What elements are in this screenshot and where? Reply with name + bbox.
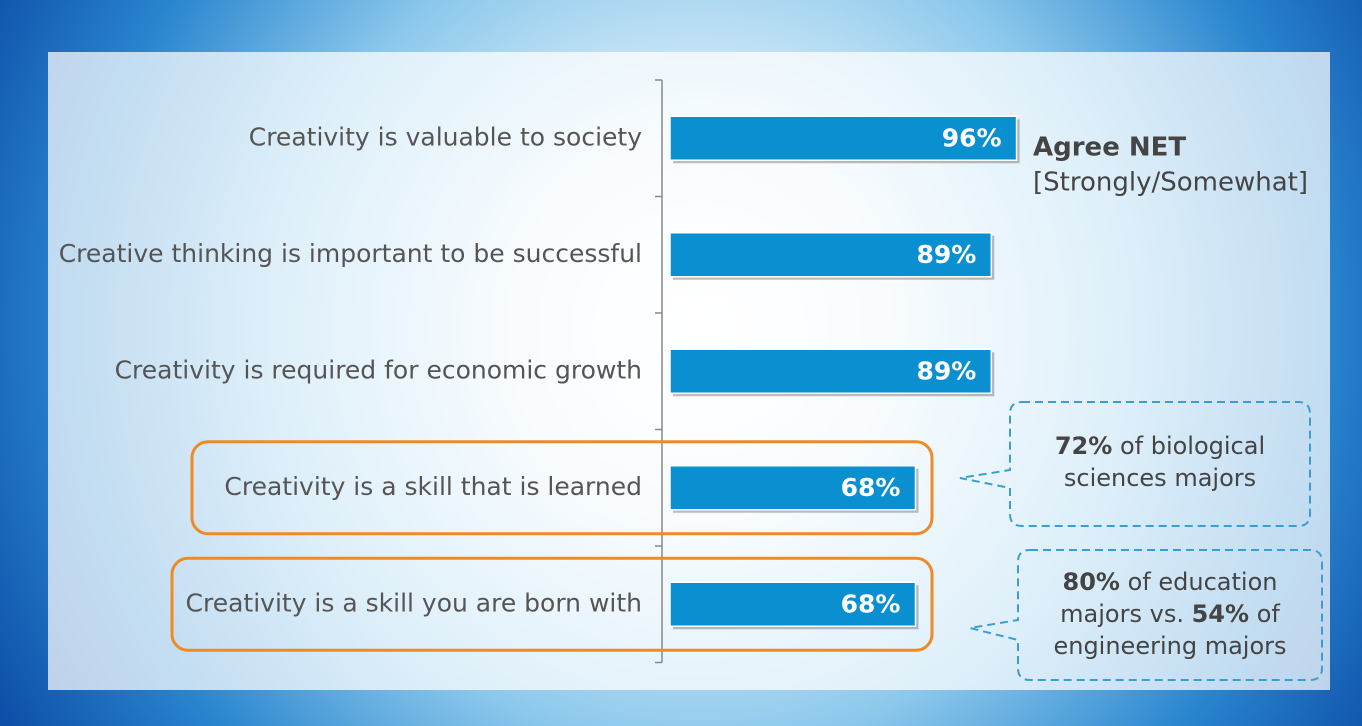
category-label: Creativity is a skill that is learned (224, 472, 642, 501)
highlight-box (190, 440, 934, 536)
legend-subtitle: [Strongly/Somewhat] (1033, 168, 1308, 198)
highlight-box (170, 556, 934, 652)
value-label: 89% (916, 240, 976, 269)
callout-box (969, 549, 1323, 681)
bar (669, 115, 1018, 161)
bar (669, 232, 993, 278)
bar (669, 348, 993, 394)
callout-body: of engineering majors (1053, 600, 1287, 660)
category-label: Creativity is valuable to society (249, 122, 642, 151)
callout-bold: 80% (1062, 568, 1120, 596)
value-label: 96% (942, 123, 1002, 152)
callout-bold: 72% (1054, 432, 1113, 460)
value-label: 68% (841, 473, 901, 502)
callout-body: of education majors vs. (1060, 568, 1278, 628)
legend-title: Agree NET (1033, 133, 1186, 163)
category-label: Creative thinking is important to be suc… (59, 239, 642, 268)
bar (669, 581, 917, 627)
callout-text: 72% of biological sciences majors (1020, 430, 1300, 494)
callout-box (959, 401, 1311, 527)
callout-bold: 54% (1191, 600, 1250, 628)
category-label: Creativity is a skill you are born with (186, 588, 642, 617)
category-label: Creativity is required for economic grow… (115, 355, 642, 384)
callout-text: 80% of education majors vs. 54% of engin… (1030, 566, 1310, 662)
value-label: 89% (916, 356, 976, 385)
value-label: 68% (841, 589, 901, 618)
bar (669, 465, 917, 511)
callout-body: of biological sciences majors (1063, 432, 1266, 492)
